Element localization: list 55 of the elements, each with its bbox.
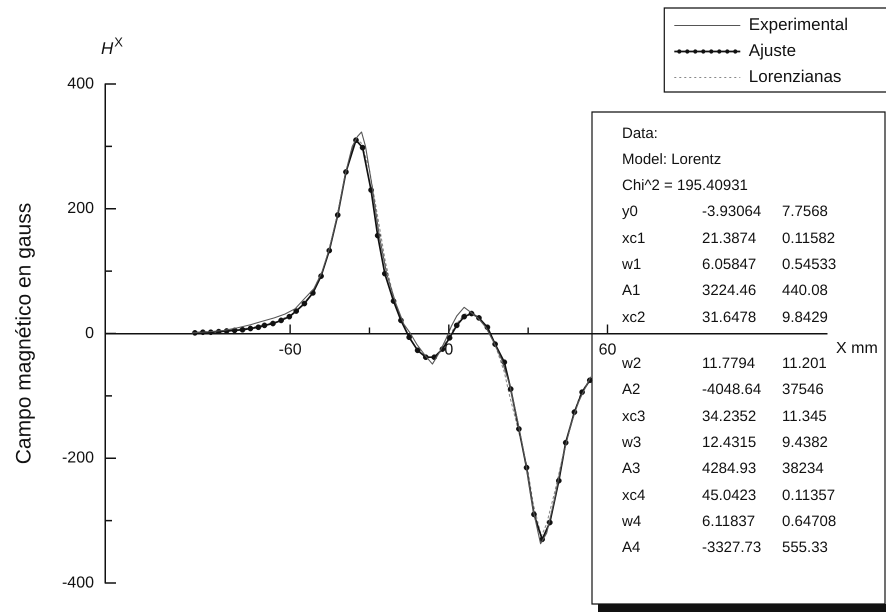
annotation: y0 — [622, 203, 638, 220]
annotation: xc4 — [622, 486, 646, 504]
annotation: 0.11357 — [782, 486, 836, 504]
y-tick-label: -400 — [62, 574, 94, 592]
annotation: 11.7794 — [702, 355, 756, 372]
annotation: A2 — [622, 381, 640, 398]
annotation: 7.7568 — [782, 203, 828, 220]
annotation: w2 — [622, 355, 642, 372]
y-tick-label: 200 — [67, 200, 94, 218]
annotation: 4284.93 — [702, 460, 756, 478]
annotation: 6.11837 — [702, 512, 756, 530]
annotation: 12.4315 — [702, 434, 756, 451]
x-tick-label: 0 — [444, 342, 454, 359]
annotation: A3 — [622, 460, 640, 478]
legend-label: Experimental — [748, 15, 848, 34]
annotation: -3327.73 — [702, 539, 762, 556]
annotation: 38234 — [782, 460, 824, 478]
annotation: 11.201 — [782, 355, 827, 372]
annotation: w4 — [622, 512, 642, 530]
annotation: -3.93064 — [702, 203, 762, 220]
annotation: -4048.64 — [702, 381, 762, 398]
annotation: xc3 — [622, 408, 646, 425]
y-tick-label: -200 — [62, 450, 94, 467]
x-tick-label: 60 — [598, 342, 616, 359]
annotation: A4 — [622, 539, 640, 556]
annotation: 3224.46 — [702, 282, 756, 300]
annotation: 0.54533 — [782, 256, 836, 273]
annotation: Data: — [622, 124, 658, 142]
annotation: 0.64708 — [782, 512, 836, 530]
annotation: 45.0423 — [702, 486, 756, 504]
annotation: 440.08 — [782, 282, 828, 300]
annotation: 9.4382 — [782, 434, 828, 451]
annotation: 555.33 — [782, 539, 828, 556]
y-axis-title: Campo magnético en gauss — [12, 202, 36, 464]
annotation: A1 — [622, 282, 640, 300]
annotation: 31.6478 — [702, 308, 756, 326]
annotation: Model: Lorentz — [622, 150, 722, 168]
legend-label: Lorenzianas — [748, 67, 842, 86]
annotation: 9.8429 — [782, 308, 828, 326]
y-tick-label: 400 — [67, 75, 94, 92]
annotation: 11.345 — [782, 408, 827, 425]
annotation: 21.3874 — [702, 230, 756, 247]
annotation: w3 — [622, 434, 642, 451]
annotation: xc2 — [622, 308, 646, 326]
annotation: Chi^2 = 195.40931 — [622, 177, 748, 194]
annotation: xc1 — [622, 230, 646, 247]
annotation: w1 — [622, 256, 642, 273]
annotation: 37546 — [782, 381, 824, 398]
annotation: 0.11582 — [782, 230, 836, 247]
annotation: 6.05847 — [702, 256, 756, 273]
y-tick-label: 0 — [85, 324, 94, 342]
annotation: 34.2352 — [702, 408, 756, 425]
legend-label: Ajuste — [748, 41, 796, 60]
x-tick-label: -60 — [278, 342, 302, 359]
x-axis-title: X mm — [836, 340, 878, 357]
